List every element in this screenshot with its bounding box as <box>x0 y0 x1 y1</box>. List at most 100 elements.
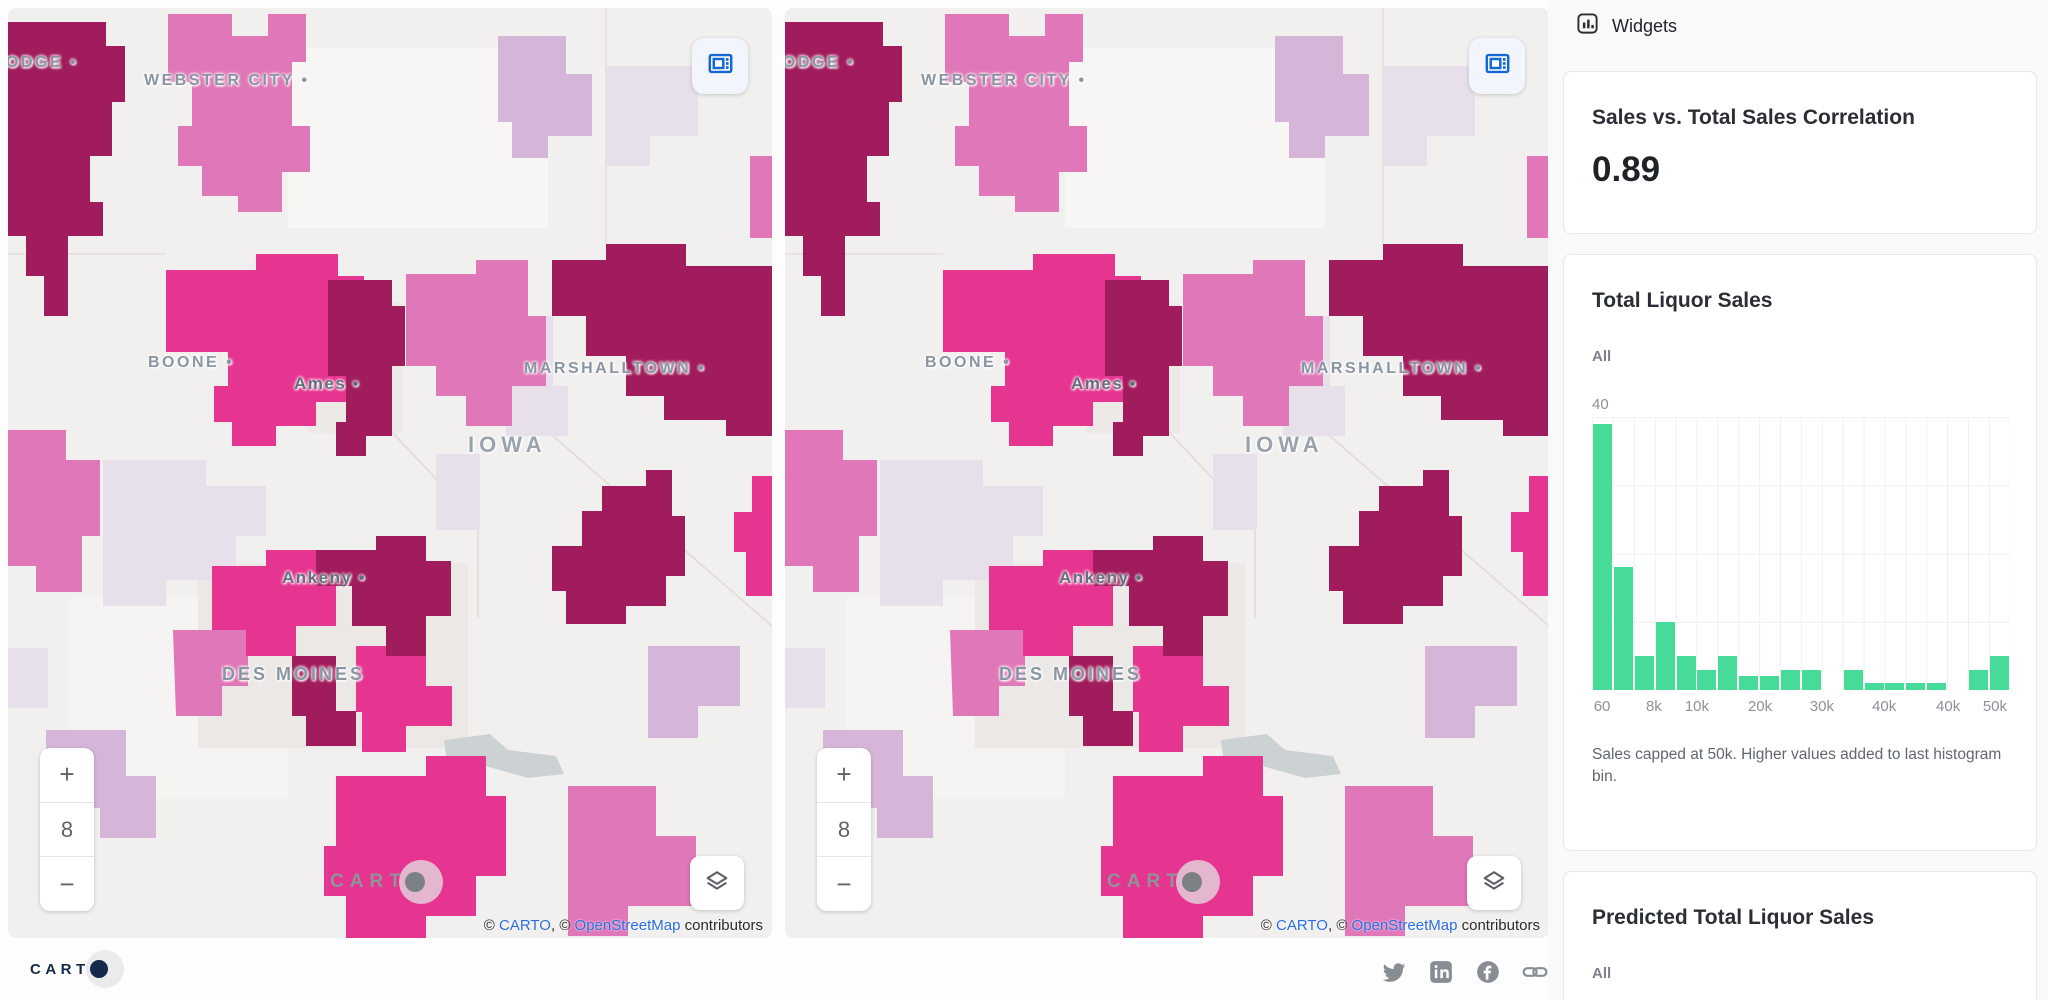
histogram-bar[interactable] <box>1885 683 1905 690</box>
zoom-out-button[interactable]: − <box>40 856 94 911</box>
twitter-icon[interactable] <box>1381 959 1407 985</box>
histogram-bin[interactable] <box>1989 417 2010 690</box>
histogram-bin[interactable] <box>1780 417 1801 690</box>
zoom-control: + 8 − <box>40 748 94 911</box>
histogram-x-tick: 10k <box>1684 698 1709 715</box>
histogram-bar[interactable] <box>1655 621 1675 690</box>
histogram-x-tick: 20k <box>1747 698 1773 715</box>
histogram-x-tick: 40k <box>1936 698 1961 715</box>
total-liquor-sales-card: Total Liquor Sales All 40 60 8k 10k 20k 30k 4… <box>1563 254 2037 851</box>
linkedin-icon[interactable] <box>1428 959 1454 985</box>
carto-logo-dot <box>85 950 124 988</box>
basemap-layers-button[interactable] <box>1467 856 1521 910</box>
carto-logo[interactable]: CART <box>30 950 124 988</box>
histogram-bin[interactable] <box>1822 417 1843 690</box>
split-view-icon <box>1484 50 1511 82</box>
histogram-bar[interactable] <box>1969 669 1989 690</box>
histogram-bar[interactable] <box>1613 567 1633 690</box>
histogram-bin[interactable] <box>1843 417 1864 690</box>
histogram-bin[interactable] <box>1613 417 1634 690</box>
histogram-x-axis: 60 8k 10k 20k 30k 40k 40k 50k <box>1592 694 2010 718</box>
split-view-button[interactable] <box>692 38 748 94</box>
choropleth-map-right[interactable] <box>785 8 1549 938</box>
split-view-icon <box>707 50 734 82</box>
facebook-icon[interactable] <box>1475 959 1501 985</box>
histogram-bar[interactable] <box>1739 676 1759 690</box>
histogram-bar[interactable] <box>1676 655 1696 690</box>
histogram-bar[interactable] <box>1989 655 2009 690</box>
map-attribution: © CARTO, © OpenStreetMap contributors <box>483 917 763 934</box>
histogram-bin[interactable] <box>1759 417 1780 690</box>
zoom-in-button[interactable]: + <box>836 759 852 790</box>
histogram-bar[interactable] <box>1906 683 1926 690</box>
basemap-layers-button[interactable] <box>690 856 744 910</box>
widgets-header: Widgets <box>1548 0 2048 40</box>
histogram-bar[interactable] <box>1843 669 1863 690</box>
histogram-bin[interactable] <box>1634 417 1655 690</box>
split-view-button[interactable] <box>1469 38 1525 94</box>
carto-map-watermark: CART <box>330 860 443 904</box>
social-links <box>1381 959 1548 985</box>
histogram-bar[interactable] <box>1697 669 1717 690</box>
histogram-bin[interactable] <box>1592 417 1613 690</box>
histogram-bin[interactable] <box>1884 417 1905 690</box>
layers-icon <box>1480 867 1508 900</box>
osm-attribution-link[interactable]: OpenStreetMap <box>574 917 681 934</box>
widgets-title: Widgets <box>1612 15 1678 36</box>
histogram-bar[interactable] <box>1781 669 1801 690</box>
osm-attribution-link[interactable]: OpenStreetMap <box>1351 917 1458 934</box>
widgets-icon <box>1576 12 1599 40</box>
zoom-control: + 8 − <box>817 748 871 911</box>
histogram-x-tick: 40k <box>1872 698 1897 715</box>
layers-icon <box>703 867 731 900</box>
histogram-bar[interactable] <box>1634 655 1654 690</box>
carto-attribution-link[interactable]: CARTO <box>1276 917 1328 934</box>
histogram-card-title: Total Liquor Sales <box>1592 289 1773 312</box>
histogram-bar[interactable] <box>1718 655 1738 690</box>
histogram-bar[interactable] <box>1864 683 1884 690</box>
histogram-bin[interactable] <box>1676 417 1697 690</box>
predicted-filter-label: All <box>1592 965 1612 982</box>
carto-attribution-link[interactable]: CARTO <box>499 917 551 934</box>
histogram-y-max-label: 40 <box>1592 396 1609 413</box>
predicted-sales-card: Predicted Total Liquor Sales All <box>1563 871 2037 1000</box>
map-attribution: © CARTO, © OpenStreetMap contributors <box>1260 917 1540 934</box>
histogram-bin[interactable] <box>1655 417 1676 690</box>
histogram-bar[interactable] <box>1927 683 1947 690</box>
histogram-x-tick: 30k <box>1809 698 1834 715</box>
histogram-bin[interactable] <box>1696 417 1717 690</box>
histogram-filter-label: All <box>1592 348 1612 365</box>
zoom-in-button[interactable]: + <box>59 759 75 790</box>
histogram-chart[interactable] <box>1592 417 2010 690</box>
carto-watermark-text: CART <box>330 871 407 892</box>
carto-watermark-dot <box>1175 860 1220 904</box>
histogram-bin[interactable] <box>1947 417 1968 690</box>
histogram-bin[interactable] <box>1926 417 1947 690</box>
histogram-bar[interactable] <box>1593 423 1612 690</box>
histogram-note: Sales capped at 50k. Higher values added… <box>1592 746 2002 786</box>
zoom-level: 8 <box>40 801 94 857</box>
histogram-bin[interactable] <box>1801 417 1822 690</box>
carto-map-watermark: CART <box>1107 860 1220 904</box>
histogram-bin[interactable] <box>1905 417 1926 690</box>
correlation-card: Sales vs. Total Sales Correlation 0.89 <box>1563 71 2037 234</box>
histogram-bar[interactable] <box>1801 669 1821 690</box>
share-link-icon[interactable] <box>1522 959 1548 985</box>
correlation-value: 0.89 <box>1592 150 1661 189</box>
zoom-out-button[interactable]: − <box>817 856 871 911</box>
histogram-x-tick: 60 <box>1593 698 1611 715</box>
histogram-x-tick: 50k <box>1982 698 2008 715</box>
map-left-total-sales: DODGE •WEBSTER CITY •BOONE •MARSHALLTOWN… <box>8 8 772 938</box>
predicted-card-title: Predicted Total Liquor Sales <box>1592 906 1875 929</box>
histogram-bin[interactable] <box>1968 417 1989 690</box>
histogram-bars <box>1592 417 2010 690</box>
zoom-level: 8 <box>817 801 871 857</box>
map-right-predicted-sales: DODGE •WEBSTER CITY •BOONE •MARSHALLTOWN… <box>785 8 1549 938</box>
histogram-bin[interactable] <box>1738 417 1759 690</box>
histogram-bar[interactable] <box>1760 676 1780 690</box>
histogram-bin[interactable] <box>1864 417 1885 690</box>
carto-logo-text: CART <box>30 960 90 978</box>
choropleth-map-left[interactable] <box>8 8 772 938</box>
widgets-panel: Widgets Sales vs. Total Sales Correlatio… <box>1548 0 2048 1000</box>
histogram-bin[interactable] <box>1717 417 1738 690</box>
